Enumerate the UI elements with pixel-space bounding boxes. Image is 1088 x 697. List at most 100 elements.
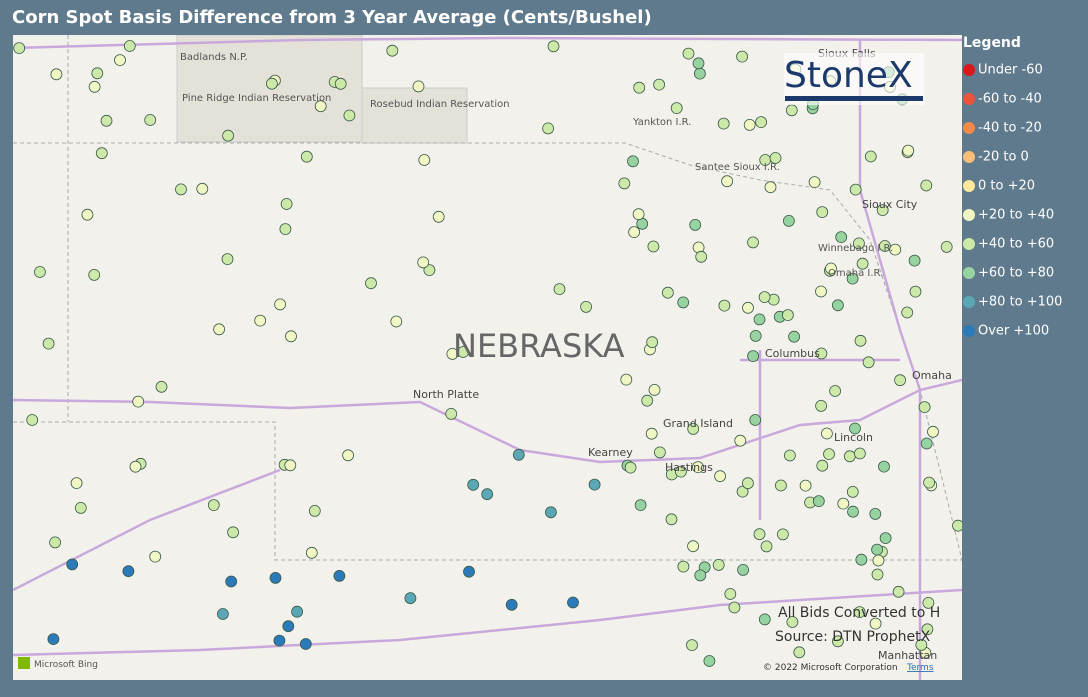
legend-swatch xyxy=(963,267,975,279)
bid-point xyxy=(553,283,566,296)
map-label: Hastings xyxy=(665,461,713,474)
bid-point xyxy=(662,286,674,299)
legend-swatch xyxy=(963,180,975,192)
bid-point xyxy=(921,623,934,636)
bid-point xyxy=(788,330,800,343)
bid-point xyxy=(743,119,756,131)
bid-point xyxy=(653,78,665,91)
bid-point xyxy=(760,540,773,553)
bid-point xyxy=(648,383,661,396)
bid-point xyxy=(542,122,554,135)
bid-point xyxy=(784,449,796,462)
map-label: Rosebud Indian Reservation xyxy=(370,99,510,110)
bid-point xyxy=(843,450,856,463)
map-label: Badlands N.P. xyxy=(180,52,248,63)
bid-point xyxy=(88,268,101,281)
bid-point xyxy=(829,385,841,397)
title: Corn Spot Basis Difference from 3 Year A… xyxy=(12,7,652,28)
bid-point xyxy=(74,501,87,514)
bid-point xyxy=(149,550,162,563)
bid-point xyxy=(816,206,829,219)
bid-point xyxy=(627,155,639,168)
bid-point xyxy=(628,226,640,239)
legend-swatch xyxy=(963,325,975,337)
bid-point xyxy=(815,399,827,412)
legend-swatch xyxy=(963,151,975,163)
bid-point xyxy=(213,323,226,336)
legend-label: +40 to +60 xyxy=(978,237,1054,252)
bid-point xyxy=(404,592,417,605)
bid-point xyxy=(647,240,660,253)
bid-point xyxy=(254,314,267,327)
bid-point xyxy=(49,536,61,549)
bid-point xyxy=(50,68,63,81)
bid-point xyxy=(718,299,731,312)
bid-point xyxy=(95,147,108,160)
bid-point xyxy=(91,67,104,80)
bid-point xyxy=(758,291,771,304)
bid-point xyxy=(265,77,278,90)
bid-point xyxy=(686,639,698,651)
legend-label: Under -60 xyxy=(978,63,1043,78)
bid-point xyxy=(815,347,828,360)
map-label: Omaha xyxy=(912,369,952,382)
bid-point xyxy=(821,427,833,440)
bid-point xyxy=(343,109,356,122)
bid-point xyxy=(457,346,470,358)
bid-point xyxy=(221,253,234,266)
bid-point xyxy=(620,373,633,386)
bid-point xyxy=(273,634,286,647)
bid-point xyxy=(742,301,754,314)
bid-point xyxy=(753,313,766,326)
bid-point xyxy=(432,210,445,223)
bid-point xyxy=(918,401,931,414)
bid-point xyxy=(280,198,293,210)
note: All Bids Converted to H xyxy=(778,605,940,621)
map-label: Sioux City xyxy=(862,198,918,211)
bid-point xyxy=(758,613,771,626)
bid-point xyxy=(878,460,890,473)
bid-point xyxy=(871,543,883,556)
bid-point xyxy=(876,204,889,217)
bid-point xyxy=(687,422,700,435)
bid-point xyxy=(624,461,637,474)
bid-point xyxy=(132,395,145,408)
bid-point xyxy=(892,585,905,598)
bid-point xyxy=(333,570,346,582)
bid-point xyxy=(694,569,707,582)
bid-point xyxy=(81,208,94,221)
bid-point xyxy=(225,575,238,588)
bid-point xyxy=(742,477,754,490)
bid-point xyxy=(783,214,795,227)
bid-point xyxy=(285,330,297,343)
state-label: NEBRASKA xyxy=(453,327,625,365)
bid-point xyxy=(775,479,787,492)
bid-point xyxy=(445,407,458,420)
terms-link[interactable]: Terms xyxy=(906,663,934,673)
bid-point xyxy=(279,223,292,236)
bid-point xyxy=(832,635,844,648)
bid-point xyxy=(815,285,827,298)
bid-point xyxy=(654,446,666,459)
bid-point xyxy=(386,44,399,57)
legend-label: +80 to +100 xyxy=(978,295,1062,310)
legend-label: -40 to -20 xyxy=(978,121,1042,136)
bid-point xyxy=(129,460,142,473)
bid-point xyxy=(755,116,767,128)
bid-point xyxy=(305,546,318,559)
bid-point xyxy=(545,506,557,519)
bid-point xyxy=(799,479,812,492)
bid-point xyxy=(747,350,759,363)
bid-point xyxy=(922,597,935,609)
bid-point xyxy=(908,254,921,267)
bid-point xyxy=(927,425,939,438)
bid-point xyxy=(314,100,327,113)
map-label: North Platte xyxy=(413,388,479,401)
bid-point xyxy=(42,337,55,350)
bid-point xyxy=(952,519,962,532)
map-background xyxy=(13,35,962,680)
bid-point xyxy=(871,568,884,581)
bid-point xyxy=(793,646,806,659)
bid-point xyxy=(308,504,321,517)
